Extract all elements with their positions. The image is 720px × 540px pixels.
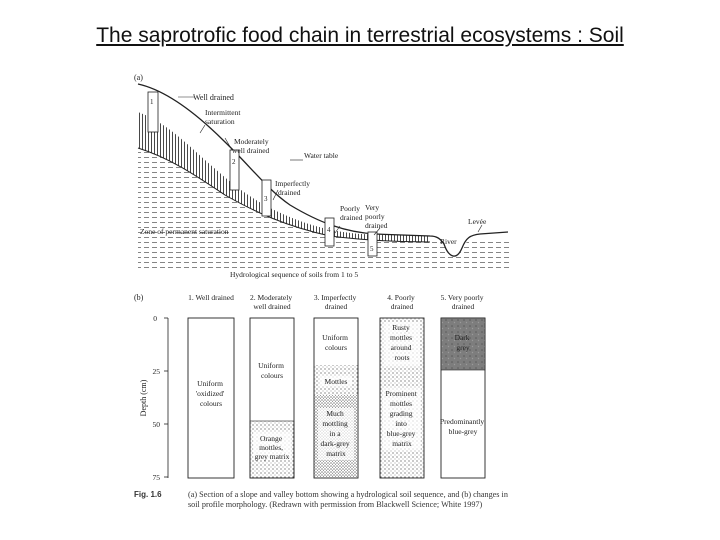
panel-b-label: (b) [134, 293, 144, 302]
column-header-5: 5. Very poorly drained [441, 293, 486, 311]
panel-a-label: (a) [134, 73, 143, 82]
profile-pit-1 [147, 91, 159, 133]
column-3-text-uniform: Uniform colours [322, 333, 350, 352]
depth-tick-0: 0 [153, 314, 157, 323]
label-levee: Levée [468, 217, 487, 226]
depth-tick-75: 75 [153, 473, 161, 482]
column-5-text-blue-grey: Predominantly blue-grey [440, 417, 486, 436]
slide-title: The saprotrofic food chain in terrestria… [96, 24, 624, 47]
label-water-table: Water table [304, 151, 339, 160]
hatched-band [138, 112, 430, 242]
column-3-text-much-mottling: Much mottling in a dark-grey matrix [320, 409, 351, 458]
label-very-poorly-drained: Very poorly drained [365, 203, 388, 230]
column-4-text-rusty-mottles: Rusty mottles around roots [390, 323, 414, 362]
label-well-drained: Well drained [193, 93, 234, 102]
profile-pit-2 [229, 149, 240, 191]
profile-pit-5 [367, 231, 378, 257]
depth-tick-50: 50 [153, 420, 161, 429]
profile-number-1: 1 [150, 98, 154, 106]
column-4-text-prominent-mottles: Prominent mottles grading into blue-grey… [385, 389, 418, 448]
panel-b: (b) 1. Well drained 2. Moderately well d… [134, 293, 486, 482]
ground-surface [137, 83, 509, 257]
depth-tick-25: 25 [153, 367, 161, 376]
column-1-text-uniform-oxidized: Uniform 'oxidized' colours [196, 379, 226, 408]
panel-a: (a) 1 2 3 4 5 Well drained [134, 73, 510, 279]
profile-number-5: 5 [370, 245, 374, 253]
figure-caption-text: (a) Section of a slope and valley bottom… [188, 490, 508, 509]
label-river: River [440, 237, 457, 246]
saturated-zone [138, 148, 510, 268]
column-header-1: 1. Well drained [188, 293, 234, 302]
column-2-text-uniform: Uniform colours [258, 361, 286, 380]
profile-number-2: 2 [232, 158, 236, 166]
label-imperfectly-drained: Imperfectly drained [275, 179, 312, 197]
column-3-text-mottles: Mottles [325, 377, 348, 386]
label-poorly-drained: Poorly drained [340, 204, 363, 222]
label-moderately-well-drained: Moderately well drained [232, 137, 270, 155]
figure-label: Fig. 1.6 [134, 490, 162, 499]
profile-number-4: 4 [327, 226, 331, 234]
column-5-dark-grey-zone [440, 317, 486, 371]
profile-column-1 [187, 317, 235, 479]
column-2-text-orange-mottles: Orange mottles, grey matrix [255, 434, 290, 461]
profile-pit-4 [324, 217, 335, 247]
column-header-2: 2. Moderately well drained [250, 293, 294, 311]
water-table-line [137, 147, 431, 243]
profile-number-3: 3 [264, 195, 268, 203]
column-5-text-dark-grey: Dark grey [455, 333, 472, 352]
label-intermittent-saturation: Intermittent saturation [205, 108, 242, 126]
label-zone-permanent-saturation: Zone of permanent saturation [140, 227, 229, 236]
panel-a-axis-caption: Hydrological sequence of soils from 1 to… [230, 270, 358, 279]
depth-axis-label: Depth (cm) [139, 379, 148, 416]
column-header-3: 3. Imperfectly drained [314, 293, 358, 311]
profile-pit-3 [261, 179, 272, 217]
column-header-4: 4. Poorly drained [387, 293, 416, 311]
